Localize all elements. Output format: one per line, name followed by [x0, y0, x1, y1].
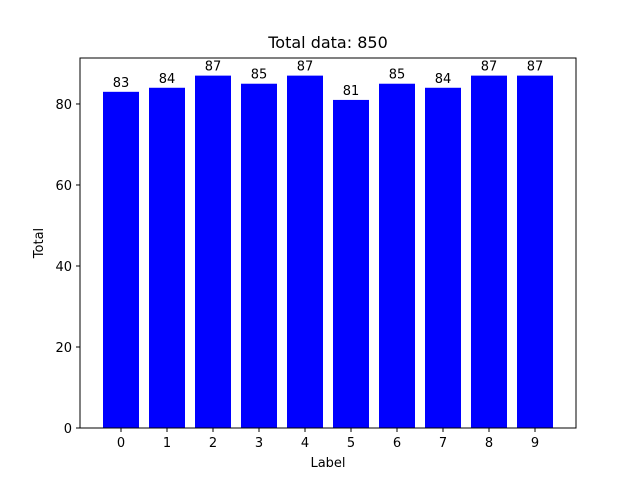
x-tick-label-5: 5 [347, 436, 355, 451]
bar-8 [471, 75, 507, 428]
bars-layer [103, 75, 553, 429]
x-tick-label-9: 9 [531, 436, 539, 451]
bar-value-label-2: 87 [205, 60, 222, 75]
y-tick-label-80: 80 [55, 98, 72, 113]
x-tick-label-6: 6 [393, 436, 401, 451]
bar-value-label-5: 81 [343, 84, 360, 99]
x-tick-label-4: 4 [301, 436, 309, 451]
bar-3 [241, 83, 277, 428]
x-axis-label: Label [310, 456, 345, 471]
x-axis: 0 1 2 3 4 5 6 7 8 9 [117, 428, 539, 451]
bar-7 [425, 87, 461, 429]
bar-value-label-7: 84 [435, 72, 452, 87]
chart-title: Total data: 850 [267, 33, 388, 52]
y-tick-label-40: 40 [55, 260, 72, 275]
y-axis-label: Total [32, 228, 47, 259]
bar-value-label-8: 87 [481, 60, 498, 75]
x-tick-label-1: 1 [163, 436, 171, 451]
bar-9 [517, 75, 553, 428]
bar-value-label-0: 83 [113, 76, 130, 91]
bar-2 [195, 75, 231, 428]
bar-5 [333, 99, 369, 429]
x-tick-label-3: 3 [255, 436, 263, 451]
bar-value-label-4: 87 [297, 60, 314, 75]
bar-0 [103, 91, 139, 429]
bar-1 [149, 87, 185, 429]
plot-area-frame [79, 57, 577, 429]
bar-6 [379, 83, 415, 428]
x-tick-label-7: 7 [439, 436, 447, 451]
bar-4 [287, 75, 323, 428]
x-tick-label-8: 8 [485, 436, 493, 451]
y-tick-label-20: 20 [55, 341, 72, 356]
bar-value-label-1: 84 [159, 72, 176, 87]
y-axis: 0 20 40 60 80 [55, 98, 80, 437]
x-tick-label-0: 0 [117, 436, 125, 451]
bar-value-label-3: 85 [251, 68, 268, 83]
y-tick-label-0: 0 [64, 422, 72, 437]
y-tick-label-60: 60 [55, 179, 72, 194]
bar-value-label-9: 87 [527, 60, 544, 75]
x-tick-label-2: 2 [209, 436, 217, 451]
bar-labels-layer: 83 84 87 85 87 81 85 84 87 87 [113, 60, 544, 99]
bar-value-label-6: 85 [389, 68, 406, 83]
